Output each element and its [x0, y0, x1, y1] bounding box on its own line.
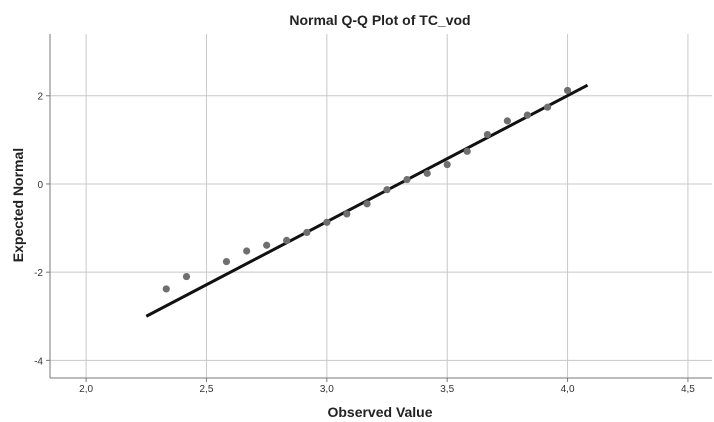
x-tick-label-2: 3,0	[320, 384, 334, 395]
y-tick-label-2: 0	[37, 180, 43, 191]
data-point-15	[483, 130, 492, 139]
data-point-6	[303, 228, 311, 237]
x-tick-label-5: 4,5	[681, 384, 695, 395]
x-tick-label-4: 4,0	[561, 384, 575, 395]
data-point-11	[403, 175, 411, 184]
data-point-18	[543, 103, 552, 111]
data-points	[162, 86, 572, 293]
y-axis-label: Expected Normal	[10, 148, 26, 262]
chart-title: Normal Q-Q Plot of TC_vod	[289, 12, 470, 28]
y-tick-label-3: 2	[37, 92, 43, 103]
x-tick-label-1: 2,5	[200, 384, 214, 395]
x-tick-label-0: 2,0	[79, 384, 93, 395]
axes	[46, 34, 712, 382]
x-axis-label: Observed Value	[327, 404, 432, 420]
data-point-3	[243, 247, 251, 255]
data-point-0	[162, 285, 170, 293]
data-point-2	[222, 257, 231, 266]
grid-lines	[50, 34, 712, 378]
x-tick-label-3: 3,5	[440, 384, 454, 395]
data-point-16	[503, 117, 511, 125]
data-point-14	[463, 147, 471, 155]
y-tick-label-1: -2	[34, 268, 43, 279]
data-point-4	[263, 241, 271, 249]
data-point-7	[323, 218, 331, 226]
y-tick-label-0: -4	[34, 356, 43, 367]
data-point-9	[363, 200, 371, 208]
data-point-17	[523, 111, 531, 119]
data-point-8	[343, 210, 351, 218]
data-point-13	[443, 160, 451, 169]
data-point-1	[182, 272, 191, 281]
data-point-19	[563, 86, 572, 95]
data-point-10	[383, 186, 391, 194]
tick-labels: 2,0 2,5 3,0 3,5 4,0 4,5 -4 -2 0 2	[34, 92, 695, 395]
data-point-5	[283, 236, 291, 244]
data-point-12	[423, 169, 431, 177]
